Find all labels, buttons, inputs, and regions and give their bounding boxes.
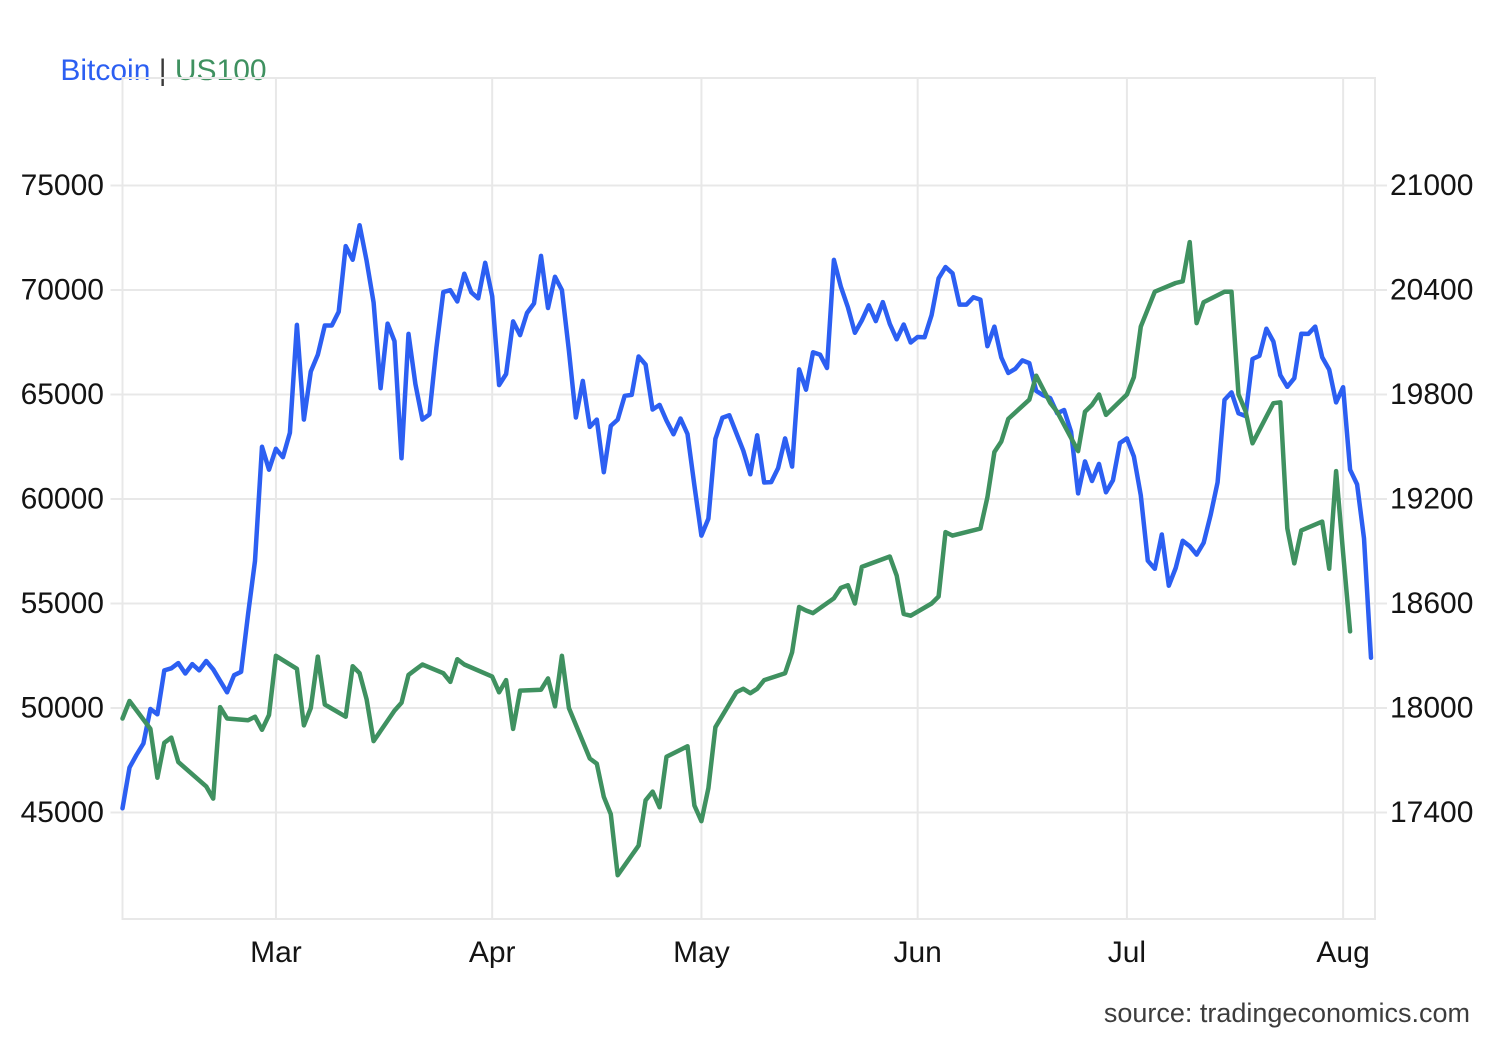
bitcoin-line[interactable]: [120, 222, 1374, 811]
right-axis-tick-label: 18000: [1390, 692, 1473, 725]
right-axis-tick-label: 20400: [1390, 274, 1473, 307]
legend-us100-label[interactable]: US100: [174, 54, 267, 87]
right-axis-tick-label: 17400: [1390, 796, 1473, 829]
x-axis-month-label: Jul: [1108, 936, 1146, 969]
left-axis-tick-label: 45000: [21, 796, 104, 829]
left-axis-tick-label: 60000: [21, 483, 104, 516]
right-axis-tick-label: 21000: [1390, 169, 1473, 202]
right-axis-tick-label: 19200: [1390, 483, 1473, 516]
left-axis-tick-label: 55000: [21, 587, 104, 620]
x-axis-month-label: Mar: [250, 936, 302, 969]
right-axis-tick-label: 18600: [1390, 587, 1473, 620]
source-note: source: tradingeconomics.com: [1103, 998, 1470, 1028]
right-axis-tick-label: 19800: [1390, 378, 1473, 411]
us100-line[interactable]: [120, 239, 1353, 878]
legend-separator: |: [150, 54, 175, 87]
x-axis-month-label: Aug: [1316, 936, 1369, 969]
x-axis-month-label: Apr: [469, 936, 516, 969]
chart-legend: Bitcoin | US100: [27, 20, 267, 122]
x-axis-month-label: Jun: [893, 936, 941, 969]
left-axis-tick-label: 75000: [21, 169, 104, 202]
legend-bitcoin-label[interactable]: Bitcoin: [60, 54, 151, 87]
left-axis-tick-label: 65000: [21, 378, 104, 411]
plot-border: [121, 77, 1376, 920]
x-axis-month-label: May: [673, 936, 730, 969]
left-axis-tick-label: 70000: [21, 274, 104, 307]
left-axis-tick-label: 50000: [21, 692, 104, 725]
